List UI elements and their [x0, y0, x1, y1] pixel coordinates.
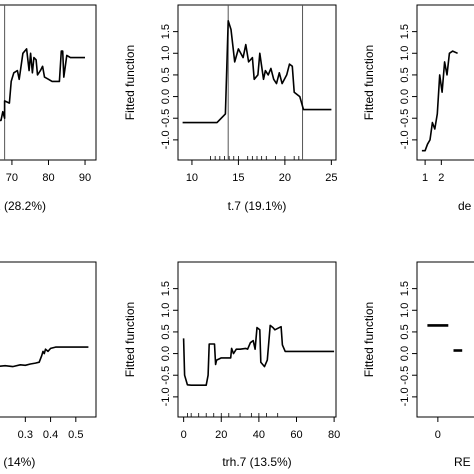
y-tick-label: -1.0	[399, 387, 411, 406]
y-axis-title: Fitted function	[362, 302, 376, 377]
y-tick-label: -0.5	[160, 366, 172, 385]
x-axis-title: de	[458, 199, 472, 213]
x-tick-label: 60	[290, 429, 302, 441]
x-tick-label: 20	[279, 172, 291, 184]
plot-frame	[416, 261, 474, 418]
y-tick-label: 0.5	[399, 324, 411, 339]
fitted-function-line	[0, 48, 85, 122]
fitted-function-line	[0, 346, 89, 368]
fitted-function-line	[182, 19, 332, 124]
y-tick-label: 1.0	[399, 46, 411, 61]
x-tick-label: 10	[186, 172, 198, 184]
y-tick-label: 1.5	[399, 281, 411, 296]
plot-frame	[0, 261, 97, 418]
chart-panel-4: 0.3 0.4 0.5 .4 (14%)	[0, 261, 97, 469]
x-tick-label: 2	[438, 172, 444, 184]
y-tick-label: 0.5	[160, 324, 172, 339]
chart-panel-3: -1.0 -0.5 0.0 0.5 1.0 1.5 1 2 Fitted function de	[362, 4, 474, 213]
x-axis-title: .4 (14%)	[0, 455, 35, 469]
y-tick-label: -1.0	[160, 130, 172, 149]
x-tick-label: 90	[79, 172, 91, 184]
x-tick-label: 0.5	[68, 429, 83, 441]
y-tick-label: 1.5	[160, 24, 172, 39]
x-axis-title: 2 (28.2%)	[0, 199, 46, 213]
x-tick-label: 80	[42, 172, 54, 184]
x-tick-label: 0.4	[43, 429, 58, 441]
x-tick-label: 25	[325, 172, 337, 184]
x-tick-label: 0	[181, 429, 187, 441]
chart-panel-2: -1.0 -0.5 0.0 0.5 1.0 1.5 10 15 20 25 Fitted funct…	[123, 4, 337, 213]
plot-frame	[177, 4, 337, 161]
y-tick-label: -0.5	[160, 109, 172, 128]
y-tick-label: 1.0	[160, 303, 172, 318]
chart-panel-5: -1.0 -0.5 0.0 0.5 1.0 1.5 0 20 40 60 80 Fitted func…	[123, 261, 340, 469]
fitted-function-line	[182, 324, 335, 387]
chart-panel-6: -1.0 -0.5 0.0 0.5 1.0 1.5 0 Fitted function RE	[362, 261, 474, 469]
x-tick-label: 0	[435, 429, 441, 441]
x-tick-label: 1	[422, 172, 428, 184]
x-tick-label: 20	[215, 429, 227, 441]
x-axis-title: t.7 (19.1%)	[228, 199, 287, 213]
y-axis-title: Fitted function	[123, 302, 137, 377]
y-tick-label: 1.0	[160, 46, 172, 61]
y-tick-label: -0.5	[399, 109, 411, 128]
x-tick-label: 15	[232, 172, 244, 184]
y-axis-title: Fitted function	[123, 45, 137, 120]
y-tick-label: 0.5	[399, 67, 411, 82]
plot-frame	[0, 4, 97, 161]
x-tick-label: 40	[253, 429, 265, 441]
y-tick-label: 0.0	[399, 346, 411, 361]
y-tick-label: 0.0	[160, 89, 172, 104]
x-tick-label: 70	[6, 172, 18, 184]
y-axis-title: Fitted function	[362, 45, 376, 120]
plot-frame	[416, 4, 474, 161]
y-tick-label: 0.5	[160, 67, 172, 82]
y-tick-label: 0.0	[399, 89, 411, 104]
y-tick-label: 1.5	[160, 281, 172, 296]
plot-frame	[177, 261, 337, 418]
x-tick-label: 0.3	[18, 429, 33, 441]
y-tick-label: 1.0	[399, 303, 411, 318]
y-tick-label: -1.0	[160, 387, 172, 406]
y-tick-label: 1.5	[399, 24, 411, 39]
x-tick-label: 80	[328, 429, 340, 441]
y-tick-label: 0.0	[160, 346, 172, 361]
chart-panel-1: 70 80 90 2 (28.2%)	[0, 4, 97, 213]
x-axis-title: trh.7 (13.5%)	[222, 455, 291, 469]
y-tick-label: -0.5	[399, 366, 411, 385]
y-tick-label: -1.0	[399, 130, 411, 149]
fitted-function-line	[421, 50, 458, 152]
x-axis-title: RE	[454, 455, 471, 469]
